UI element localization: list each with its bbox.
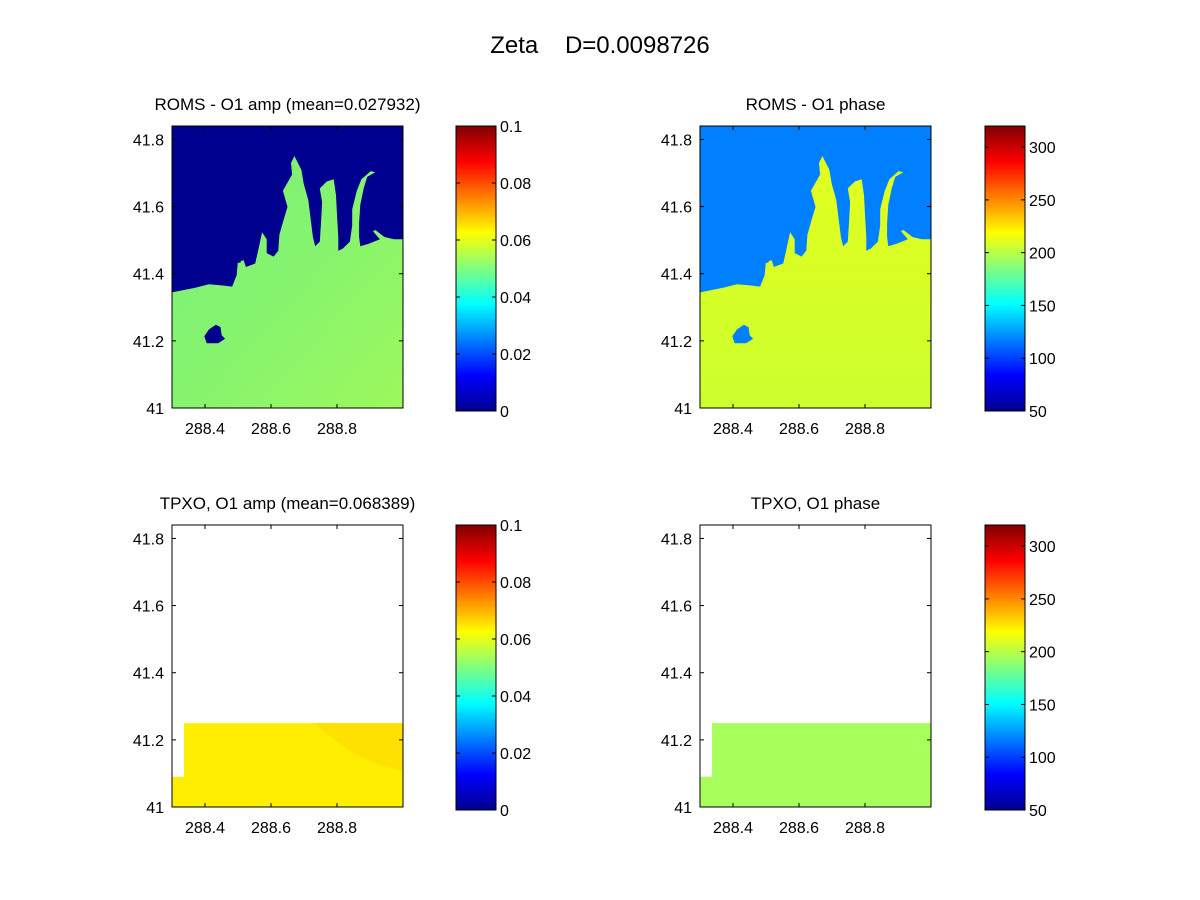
tpxo-field	[700, 723, 931, 807]
colorbar-tick-label: 0.02	[500, 347, 531, 364]
y-tick-label: 41	[146, 800, 164, 817]
x-tick-label: 288.6	[779, 820, 819, 837]
x-tick-label: 288.8	[317, 421, 357, 438]
x-tick-label: 288.4	[185, 421, 225, 438]
x-tick-label: 288.6	[779, 421, 819, 438]
y-tick-label: 41	[674, 800, 692, 817]
subplot-title: TPXO, O1 phase	[751, 494, 880, 513]
land-speck	[763, 257, 769, 263]
colorbar-tick-label: 300	[1029, 140, 1056, 157]
ocean-field	[700, 156, 931, 408]
x-tick-label: 288.4	[713, 820, 753, 837]
axes-frame	[171, 524, 404, 808]
island-mask	[204, 324, 226, 344]
y-tick-label: 41.8	[133, 132, 164, 149]
subplot-title: ROMS - O1 phase	[746, 95, 886, 114]
colorbar-tick-label: 0.06	[500, 233, 531, 250]
colorbar-tick-label: 200	[1029, 645, 1056, 662]
subplot-title: ROMS - O1 amp (mean=0.027932)	[155, 95, 421, 114]
colorbar	[455, 125, 497, 412]
colorbar-tick-label: 150	[1029, 298, 1056, 315]
y-tick-label: 41.4	[661, 267, 692, 284]
x-tick-label: 288.8	[317, 820, 357, 837]
axes-frame	[699, 524, 932, 808]
subplot-1: ROMS - O1 amp (mean=0.027932) 288.4 288.6 2…	[133, 95, 531, 438]
y-tick-label: 41	[674, 401, 692, 418]
land-speck	[235, 257, 241, 263]
colorbar-tick-label: 300	[1029, 539, 1056, 556]
y-tick-label: 41.8	[661, 132, 692, 149]
colorbar-tick-label: 0	[500, 404, 509, 421]
y-tick-label: 41.8	[661, 531, 692, 548]
y-tick-label: 41.4	[661, 666, 692, 683]
colorbar-tick-label: 150	[1029, 697, 1056, 714]
island-mask	[732, 324, 754, 344]
ocean-field	[172, 156, 403, 408]
y-tick-label: 41.6	[661, 200, 692, 217]
subplot-4: TPXO, O1 phase 288.4 288.6 288.8 41 41.2 41.4 4…	[661, 494, 1056, 837]
colorbar-tick-label: 50	[1029, 404, 1047, 421]
colorbar-tick-label: 0.1	[500, 518, 522, 535]
colorbar-tick-label: 250	[1029, 193, 1056, 210]
y-tick-label: 41.4	[133, 267, 164, 284]
y-tick-label: 41.6	[661, 599, 692, 616]
figure-suptitle: Zeta D=0.0098726	[490, 32, 710, 59]
colorbar-tick-label: 200	[1029, 246, 1056, 263]
colorbar	[984, 524, 1026, 811]
colorbar	[455, 524, 497, 811]
y-tick-label: 41.2	[661, 733, 692, 750]
y-tick-label: 41.2	[133, 334, 164, 351]
axes-frame	[699, 125, 932, 409]
colorbar-tick-label: 100	[1029, 750, 1056, 767]
y-tick-label: 41.2	[661, 334, 692, 351]
y-tick-label: 41.6	[133, 599, 164, 616]
colorbar-tick-label: 0.04	[500, 290, 531, 307]
x-tick-label: 288.8	[845, 820, 885, 837]
subplot-title: TPXO, O1 amp (mean=0.068389)	[160, 494, 416, 513]
x-tick-label: 288.8	[845, 421, 885, 438]
colorbar-tick-label: 100	[1029, 351, 1056, 368]
colorbar-tick-label: 0.04	[500, 689, 531, 706]
x-tick-label: 288.6	[251, 820, 291, 837]
colorbar-tick-label: 0.1	[500, 119, 522, 136]
x-tick-label: 288.4	[713, 421, 753, 438]
colorbar-tick-label: 0.08	[500, 176, 531, 193]
y-tick-label: 41.2	[133, 733, 164, 750]
x-tick-label: 288.6	[251, 421, 291, 438]
colorbar-tick-label: 0.06	[500, 632, 531, 649]
x-tick-label: 288.4	[185, 820, 225, 837]
subplot-2: ROMS - O1 phase 288.4 288.6 288.8 41 41.2 41.4…	[661, 95, 1056, 438]
colorbar-tick-label: 0.02	[500, 746, 531, 763]
colorbar-tick-label: 0	[500, 803, 509, 820]
tpxo-gradient	[315, 723, 403, 772]
axes-frame	[171, 125, 404, 409]
colorbar-tick-label: 50	[1029, 803, 1047, 820]
y-tick-label: 41.4	[133, 666, 164, 683]
colorbar	[984, 125, 1026, 412]
colorbar-tick-label: 0.08	[500, 575, 531, 592]
subplot-3: TPXO, O1 amp (mean=0.068389) 288.4 288.6 28…	[133, 494, 531, 837]
y-tick-label: 41.6	[133, 200, 164, 217]
y-tick-label: 41.8	[133, 531, 164, 548]
colorbar-tick-label: 250	[1029, 592, 1056, 609]
y-tick-label: 41	[146, 401, 164, 418]
